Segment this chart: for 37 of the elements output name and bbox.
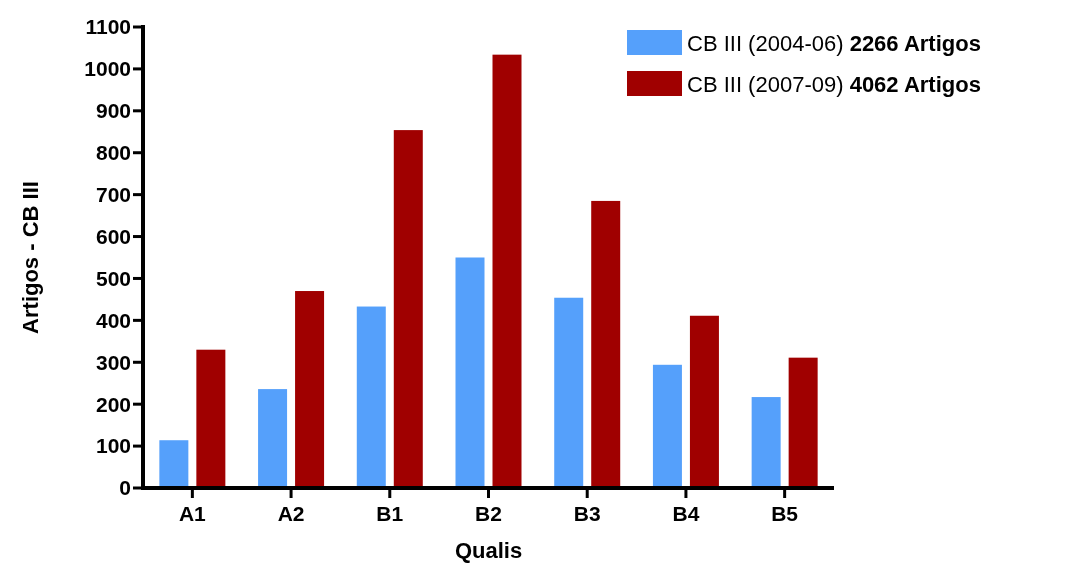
bar [492,54,522,488]
y-tick-label: 1100 [85,15,131,39]
bar [295,291,325,488]
bar [652,364,682,488]
y-tick-label: 800 [95,141,131,165]
bar [751,397,781,488]
bar [689,315,719,488]
y-tick-label: 0 [119,476,131,500]
bar [393,130,423,488]
y-tick-label: 300 [95,350,131,374]
bar [788,357,818,488]
y-axis-title: Artigos - CB III [18,181,43,334]
bar [258,389,288,488]
y-tick-label: 900 [95,99,131,123]
y-tick-label: 600 [95,224,131,248]
y-tick-label: 700 [95,182,131,206]
y-tick-label: 100 [95,434,131,458]
bar [356,306,386,488]
x-tick-label: A1 [178,502,207,525]
legend-label: CB III (2004-06) 2266 Artigos [687,30,981,56]
y-tick-label: 1000 [84,57,131,81]
x-tick-label: B5 [771,502,799,525]
bar [591,200,621,488]
y-tick-label: 500 [95,266,131,290]
bar [455,257,485,488]
bar [554,297,584,488]
x-axis-title: Qualis [454,538,523,563]
x-tick-label: B1 [376,502,404,525]
x-tick-label: B4 [672,502,700,525]
bar [196,349,226,488]
x-tick-label: B3 [573,502,601,525]
legend-label: CB III (2007-09) 4062 Artigos [687,71,981,97]
y-tick-label: 400 [95,308,131,332]
y-tick-label: 200 [95,392,131,416]
bar [159,440,189,488]
x-tick-label: A2 [277,502,305,525]
x-tick-label: B2 [475,502,502,525]
